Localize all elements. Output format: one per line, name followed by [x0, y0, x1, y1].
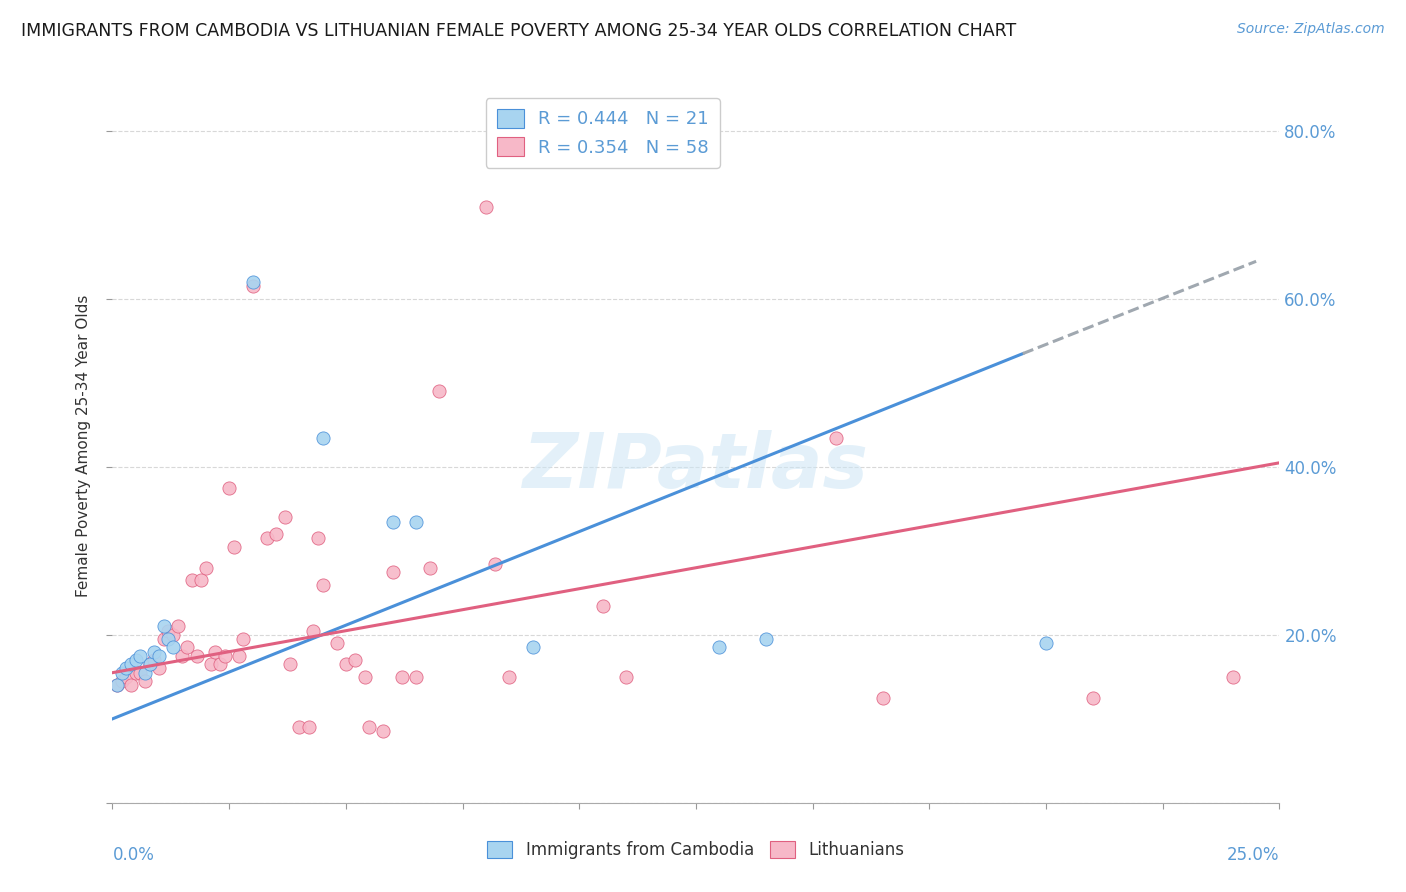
Point	[522, 640, 544, 655]
Point	[194, 560, 217, 574]
Point	[134, 665, 156, 680]
Point	[172, 648, 194, 663]
Point	[176, 640, 198, 655]
Point	[381, 515, 404, 529]
Point	[614, 670, 637, 684]
Point	[709, 640, 731, 655]
Point	[218, 481, 240, 495]
Point	[148, 648, 170, 663]
Point	[190, 574, 212, 588]
Point	[228, 648, 250, 663]
Point	[139, 657, 162, 672]
Point	[278, 657, 301, 672]
Text: 25.0%: 25.0%	[1227, 846, 1279, 863]
Point	[214, 648, 236, 663]
Point	[274, 510, 297, 524]
Point	[755, 632, 778, 646]
Point	[381, 565, 404, 579]
Point	[297, 720, 319, 734]
Legend: Immigrants from Cambodia, Lithuanians: Immigrants from Cambodia, Lithuanians	[481, 834, 911, 866]
Point	[344, 653, 367, 667]
Point	[242, 279, 264, 293]
Point	[592, 599, 614, 613]
Point	[222, 540, 245, 554]
Point	[232, 632, 254, 646]
Point	[353, 670, 375, 684]
Point	[484, 557, 506, 571]
Point	[498, 670, 520, 684]
Point	[157, 632, 180, 646]
Y-axis label: Female Poverty Among 25-34 Year Olds: Female Poverty Among 25-34 Year Olds	[76, 295, 91, 597]
Point	[1035, 636, 1057, 650]
Point	[288, 720, 311, 734]
Point	[302, 624, 325, 638]
Point	[143, 645, 166, 659]
Point	[162, 640, 184, 655]
Point	[256, 532, 278, 546]
Point	[419, 560, 441, 574]
Point	[311, 431, 333, 445]
Point	[186, 648, 208, 663]
Point	[143, 653, 166, 667]
Point	[129, 665, 152, 680]
Point	[311, 577, 333, 591]
Point	[204, 645, 226, 659]
Point	[139, 657, 162, 672]
Point	[427, 384, 450, 399]
Point	[115, 670, 138, 684]
Point	[872, 690, 894, 705]
Point	[1222, 670, 1244, 684]
Point	[325, 636, 347, 650]
Point	[825, 431, 848, 445]
Point	[166, 619, 188, 633]
Point	[120, 678, 142, 692]
Point	[242, 275, 264, 289]
Point	[115, 661, 138, 675]
Point	[180, 574, 202, 588]
Point	[373, 724, 395, 739]
Point	[105, 678, 128, 692]
Point	[148, 661, 170, 675]
Point	[129, 648, 152, 663]
Point	[335, 657, 357, 672]
Point	[111, 674, 134, 689]
Point	[391, 670, 413, 684]
Point	[125, 665, 148, 680]
Text: IMMIGRANTS FROM CAMBODIA VS LITHUANIAN FEMALE POVERTY AMONG 25-34 YEAR OLDS CORR: IMMIGRANTS FROM CAMBODIA VS LITHUANIAN F…	[21, 22, 1017, 40]
Point	[264, 527, 287, 541]
Point	[120, 657, 142, 672]
Point	[475, 200, 498, 214]
Point	[105, 678, 128, 692]
Point	[111, 665, 134, 680]
Point	[153, 632, 176, 646]
Text: 0.0%: 0.0%	[112, 846, 155, 863]
Text: ZIPatlas: ZIPatlas	[523, 431, 869, 504]
Point	[208, 657, 231, 672]
Point	[153, 619, 176, 633]
Point	[405, 670, 427, 684]
Point	[359, 720, 381, 734]
Point	[307, 532, 329, 546]
Point	[125, 653, 148, 667]
Text: Source: ZipAtlas.com: Source: ZipAtlas.com	[1237, 22, 1385, 37]
Point	[200, 657, 222, 672]
Point	[157, 624, 180, 638]
Point	[134, 674, 156, 689]
Point	[162, 628, 184, 642]
Point	[1081, 690, 1104, 705]
Point	[405, 515, 427, 529]
